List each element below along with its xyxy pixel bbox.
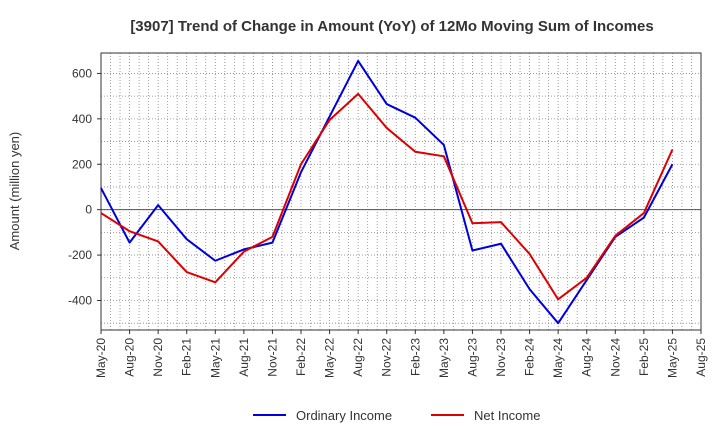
x-tick-label: Nov-23 <box>494 338 508 377</box>
y-tick-label: -200 <box>68 248 92 262</box>
x-tick-label: Nov-22 <box>380 338 394 377</box>
legend: Ordinary Income Net Income <box>253 408 540 423</box>
x-tick-label: Feb-22 <box>294 338 308 376</box>
x-tick-label: Feb-21 <box>180 338 194 376</box>
y-tick-label: 200 <box>72 157 92 171</box>
series-line-0 <box>100 59 674 325</box>
x-tick-label: Aug-22 <box>351 338 365 377</box>
legend-label-1: Net Income <box>474 408 540 423</box>
x-tick-label: Aug-25 <box>694 338 708 377</box>
series-layer <box>100 59 674 325</box>
x-tick-label: Nov-21 <box>265 338 279 377</box>
x-tick-label: Aug-23 <box>465 338 479 377</box>
axis-layer: 600 400 200 0 -200 -400 May-20 Aug-20 Nov-20 Feb-… <box>68 52 708 378</box>
x-tick-label: May-21 <box>208 338 222 378</box>
x-tick-label: Aug-20 <box>123 338 137 377</box>
x-tick-label: May-20 <box>94 338 108 378</box>
x-tick-label: Nov-20 <box>151 338 165 377</box>
x-tick-label: May-23 <box>437 338 451 378</box>
series-line-1 <box>100 92 674 301</box>
x-tick-label: Feb-25 <box>637 338 651 376</box>
x-tick-label: Aug-21 <box>237 338 251 377</box>
y-axis-label: Amount (million yen) <box>7 132 22 251</box>
y-tick-label: 0 <box>85 203 92 217</box>
x-tick-label: May-25 <box>665 338 679 378</box>
x-tick-label: Nov-24 <box>608 338 622 377</box>
x-tick-label: Feb-24 <box>523 338 537 376</box>
x-tick-label: May-24 <box>551 338 565 378</box>
grid-layer <box>100 53 702 330</box>
x-tick-label: Aug-24 <box>580 338 594 377</box>
y-tick-label: 600 <box>72 66 92 80</box>
x-tick-label: Feb-23 <box>408 338 422 376</box>
y-tick-label: 400 <box>72 112 92 126</box>
legend-label-0: Ordinary Income <box>296 408 392 423</box>
y-tick-label: -400 <box>68 293 92 307</box>
x-tick-label: May-22 <box>323 338 337 378</box>
plot-frame <box>100 52 702 331</box>
chart-title: [3907] Trend of Change in Amount (YoY) o… <box>130 18 653 35</box>
